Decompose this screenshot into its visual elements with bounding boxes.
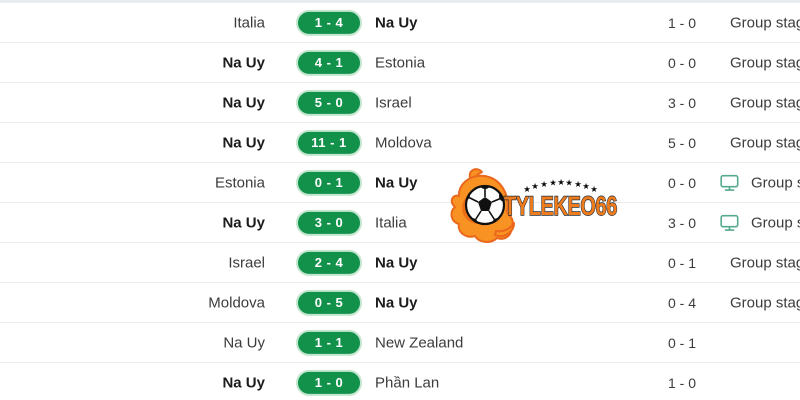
stage-label: Group stage: [730, 134, 800, 151]
stage-label: Group stage: [730, 54, 800, 71]
halftime-score: 5 - 0: [667, 134, 696, 151]
stage-cell: Group stage: [730, 54, 800, 71]
home-team: Na Uy: [222, 374, 265, 391]
stage-cell: Group stage: [730, 254, 800, 271]
halftime-score: 0 - 0: [667, 174, 696, 191]
match-row[interactable]: Israel 2 - 4 Na Uy 0 - 1 Group stage: [0, 243, 800, 283]
stage-cell: Group stage: [730, 134, 800, 151]
home-team: Na Uy: [222, 54, 265, 71]
home-team: Italia: [233, 14, 265, 31]
halftime-score: 0 - 4: [667, 294, 696, 311]
match-row[interactable]: Na Uy 1 - 1 New Zealand 0 - 1: [0, 323, 800, 363]
stage-cell: Group stage: [730, 94, 800, 111]
score-badge[interactable]: 0 - 5: [296, 289, 362, 316]
home-team: Na Uy: [222, 94, 265, 111]
match-row[interactable]: Na Uy 5 - 0 Israel 3 - 0 Group stage: [0, 83, 800, 123]
tv-icon[interactable]: [720, 174, 739, 191]
top-divider: [0, 0, 800, 3]
away-team: Phần Lan: [375, 374, 440, 391]
halftime-score: 0 - 1: [667, 334, 696, 351]
score-badge[interactable]: 1 - 1: [296, 329, 362, 356]
away-team: Italia: [375, 214, 407, 231]
away-team: Na Uy: [375, 174, 418, 191]
score-badge[interactable]: 11 - 1: [296, 129, 362, 156]
away-team: Na Uy: [375, 14, 418, 31]
tv-icon[interactable]: [720, 214, 739, 231]
away-team: Na Uy: [375, 294, 418, 311]
halftime-score: 0 - 1: [667, 254, 696, 271]
home-team: Moldova: [208, 294, 265, 311]
away-team: Israel: [375, 94, 412, 111]
stage-cell: Group stage: [730, 14, 800, 31]
score-badge[interactable]: 1 - 0: [296, 369, 362, 396]
score-badge[interactable]: 1 - 4: [296, 9, 362, 36]
match-row[interactable]: Estonia 0 - 1 Na Uy 0 - 0 Group stage: [0, 163, 800, 203]
stage-cell: Group stage: [720, 174, 800, 191]
score-badge[interactable]: 4 - 1: [296, 49, 362, 76]
home-team: Israel: [228, 254, 265, 271]
match-row[interactable]: Na Uy 3 - 0 Italia 3 - 0 Group stage: [0, 203, 800, 243]
stage-cell: Group stage: [730, 294, 800, 311]
stage-label: Group stage: [730, 14, 800, 31]
halftime-score: 1 - 0: [667, 14, 696, 31]
match-row[interactable]: Italia 1 - 4 Na Uy 1 - 0 Group stage: [0, 3, 800, 43]
halftime-score: 0 - 0: [667, 54, 696, 71]
stage-label: Group stage: [751, 174, 800, 191]
home-team: Estonia: [214, 174, 265, 191]
score-badge[interactable]: 2 - 4: [296, 249, 362, 276]
halftime-score: 3 - 0: [667, 94, 696, 111]
away-team: Moldova: [375, 134, 432, 151]
away-team: Estonia: [375, 54, 426, 71]
halftime-score: 1 - 0: [667, 374, 696, 391]
home-team: Na Uy: [222, 214, 265, 231]
home-team: Na Uy: [222, 134, 265, 151]
stage-label: Group stage: [730, 254, 800, 271]
match-row[interactable]: Na Uy 4 - 1 Estonia 0 - 0 Group stage: [0, 43, 800, 83]
results-table: Italia 1 - 4 Na Uy 1 - 0 Group stage Na …: [0, 3, 800, 400]
stage-cell: Group stage: [720, 214, 800, 231]
match-row[interactable]: Moldova 0 - 5 Na Uy 0 - 4 Group stage: [0, 283, 800, 323]
halftime-score: 3 - 0: [667, 214, 696, 231]
away-team: New Zealand: [375, 334, 464, 351]
score-badge[interactable]: 0 - 1: [296, 169, 362, 196]
stage-label: Group stage: [730, 94, 800, 111]
match-row[interactable]: Na Uy 1 - 0 Phần Lan 1 - 0: [0, 363, 800, 400]
score-badge[interactable]: 5 - 0: [296, 89, 362, 116]
match-row[interactable]: Na Uy 11 - 1 Moldova 5 - 0 Group stage: [0, 123, 800, 163]
stage-label: Group stage: [730, 294, 800, 311]
stage-label: Group stage: [751, 214, 800, 231]
score-badge[interactable]: 3 - 0: [296, 209, 362, 236]
away-team: Na Uy: [375, 254, 418, 271]
home-team: Na Uy: [223, 334, 265, 351]
